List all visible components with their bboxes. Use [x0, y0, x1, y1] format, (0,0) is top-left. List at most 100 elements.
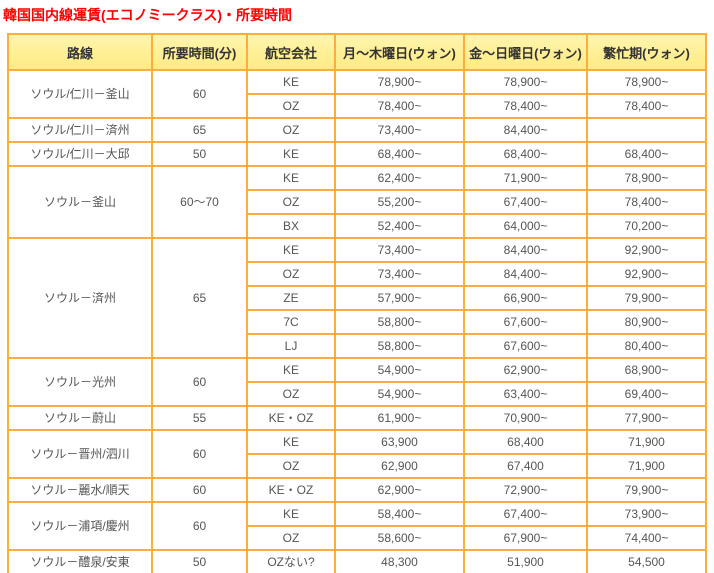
table-row: ソウル－釜山 60～70 KE 62,400~ 71,900~ 78,900~	[7, 165, 707, 239]
table-row: ソウル－光州 60 KE 54,900~ 62,900~ 68,900~	[7, 357, 707, 407]
column-header-fri-sun: 金～日曜日(ウォン)	[463, 33, 588, 71]
price-mon-thu-cell: 73,400~	[334, 117, 465, 143]
airline-cell: KE	[246, 237, 336, 263]
airline-cell: KE	[246, 357, 336, 383]
price-peak-cell: 69,400~	[586, 381, 707, 407]
price-fri-sun-cell: 68,400~	[463, 141, 588, 167]
header-row: 路線 所要時間(分) 航空会社 月～木曜日(ウォン) 金～日曜日(ウォン) 繁忙…	[7, 33, 707, 71]
airline-cell: LJ	[246, 333, 336, 359]
price-mon-thu-cell: 78,900~	[334, 69, 465, 95]
route-cell: ソウル－光州	[7, 357, 153, 407]
table-row: OZ 54,900~ 63,400~ 69,400~	[8, 381, 707, 407]
price-mon-thu-cell: 62,400~	[334, 165, 465, 191]
route-cell: ソウル－麗水/順天	[7, 477, 153, 503]
duration-cell: 60	[151, 357, 248, 407]
column-header-mon-thu: 月～木曜日(ウォン)	[334, 33, 465, 71]
price-peak-cell: 68,900~	[586, 357, 707, 383]
price-fri-sun-cell: 66,900~	[463, 285, 588, 311]
price-peak-cell: 78,400~	[586, 93, 707, 119]
price-mon-thu-cell: 55,200~	[334, 189, 465, 215]
table-row: BX 52,400~ 64,000~ 70,200~	[8, 213, 707, 239]
route-cell: ソウル－蔚山	[7, 405, 153, 431]
price-mon-thu-cell: 58,800~	[334, 309, 465, 335]
airline-cell: KE	[246, 429, 336, 455]
column-header-route: 路線	[7, 33, 153, 71]
price-fri-sun-cell: 68,400	[463, 429, 588, 455]
table-row: 7C 58,800~ 67,600~ 80,900~	[8, 309, 707, 335]
price-fri-sun-cell: 62,900~	[463, 357, 588, 383]
duration-cell: 55	[151, 405, 248, 431]
price-mon-thu-cell: 78,400~	[334, 93, 465, 119]
table-row: ZE 57,900~ 66,900~ 79,900~	[8, 285, 707, 311]
price-peak-cell: 73,900~	[586, 501, 707, 527]
price-peak-cell: 78,400~	[586, 189, 707, 215]
price-fri-sun-cell: 67,600~	[463, 333, 588, 359]
price-mon-thu-cell: 63,900	[334, 429, 465, 455]
price-mon-thu-cell: 52,400~	[334, 213, 465, 239]
price-peak-cell: 68,400~	[586, 141, 707, 167]
airline-cell: OZ	[246, 117, 336, 143]
table-row: ソウル－済州 65 KE 73,400~ 84,400~ 92,900~	[7, 237, 707, 359]
price-fri-sun-cell: 78,400~	[463, 93, 588, 119]
price-fri-sun-cell: 51,900	[463, 549, 588, 573]
price-fri-sun-cell: 67,400~	[463, 501, 588, 527]
duration-cell: 65	[151, 237, 248, 359]
price-fri-sun-cell: 84,400~	[463, 237, 588, 263]
table-row: ソウル/仁川－大邱 50 KE 68,400~ 68,400~ 68,400~	[7, 141, 707, 167]
price-mon-thu-cell: 48,300	[334, 549, 465, 573]
price-peak-cell: 77,900~	[586, 405, 707, 431]
price-peak-cell: 92,900~	[586, 237, 707, 263]
table-row: ソウル－蔚山 55 KE・OZ 61,900~ 70,900~ 77,900~	[7, 405, 707, 431]
airline-cell: KE	[246, 141, 336, 167]
price-peak-cell: 71,900	[586, 429, 707, 455]
route-cell: ソウル－釜山	[7, 165, 153, 239]
airline-cell: KE	[246, 165, 336, 191]
price-fri-sun-cell: 84,400~	[463, 117, 588, 143]
duration-cell: 50	[151, 141, 248, 167]
table-row: ソウル/仁川－済州 65 OZ 73,400~ 84,400~	[7, 117, 707, 143]
price-peak-cell: 79,900~	[586, 477, 707, 503]
airline-cell: OZない?	[246, 549, 336, 573]
price-mon-thu-cell: 58,600~	[334, 525, 465, 551]
table-row: ソウル－麗水/順天 60 KE・OZ 62,900~ 72,900~ 79,900~	[7, 477, 707, 503]
price-fri-sun-cell: 72,900~	[463, 477, 588, 503]
table-row: ソウル－晋州/泗川 60 KE 63,900 68,400 71,900	[7, 429, 707, 479]
airline-cell: KE	[246, 501, 336, 527]
route-cell: ソウル－浦項/慶州	[7, 501, 153, 551]
duration-cell: 60	[151, 477, 248, 503]
route-cell: ソウル/仁川－大邱	[7, 141, 153, 167]
airline-cell: 7C	[246, 309, 336, 335]
table-row: OZ 62,900 67,400 71,900	[8, 453, 707, 479]
price-peak-cell	[586, 117, 707, 143]
airline-cell: OZ	[246, 381, 336, 407]
route-cell: ソウル－晋州/泗川	[7, 429, 153, 479]
price-peak-cell: 54,500	[586, 549, 707, 573]
price-peak-cell: 79,900~	[586, 285, 707, 311]
table-row: ソウル－醴泉/安東 50 OZない? 48,300 51,900 54,500	[7, 549, 707, 573]
price-fri-sun-cell: 67,900~	[463, 525, 588, 551]
price-peak-cell: 78,900~	[586, 165, 707, 191]
price-peak-cell: 80,400~	[586, 333, 707, 359]
price-peak-cell: 80,900~	[586, 309, 707, 335]
price-fri-sun-cell: 64,000~	[463, 213, 588, 239]
price-mon-thu-cell: 54,900~	[334, 357, 465, 383]
price-fri-sun-cell: 67,400~	[463, 189, 588, 215]
price-fri-sun-cell: 78,900~	[463, 69, 588, 95]
price-peak-cell: 71,900	[586, 453, 707, 479]
price-mon-thu-cell: 58,400~	[334, 501, 465, 527]
column-header-airline: 航空会社	[246, 33, 336, 71]
price-fri-sun-cell: 67,600~	[463, 309, 588, 335]
airline-cell: OZ	[246, 93, 336, 119]
duration-cell: 65	[151, 117, 248, 143]
duration-cell: 50	[151, 549, 248, 573]
price-mon-thu-cell: 68,400~	[334, 141, 465, 167]
fare-table: 路線 所要時間(分) 航空会社 月～木曜日(ウォン) 金～日曜日(ウォン) 繁忙…	[7, 33, 707, 573]
airline-cell: KE・OZ	[246, 405, 336, 431]
table-row: ソウル－浦項/慶州 60 KE 58,400~ 67,400~ 73,900~	[7, 501, 707, 551]
airline-cell: KE	[246, 69, 336, 95]
duration-cell: 60～70	[151, 165, 248, 239]
airline-cell: BX	[246, 213, 336, 239]
column-header-duration: 所要時間(分)	[151, 33, 248, 71]
airline-cell: OZ	[246, 261, 336, 287]
table-row: OZ 55,200~ 67,400~ 78,400~	[8, 189, 707, 215]
